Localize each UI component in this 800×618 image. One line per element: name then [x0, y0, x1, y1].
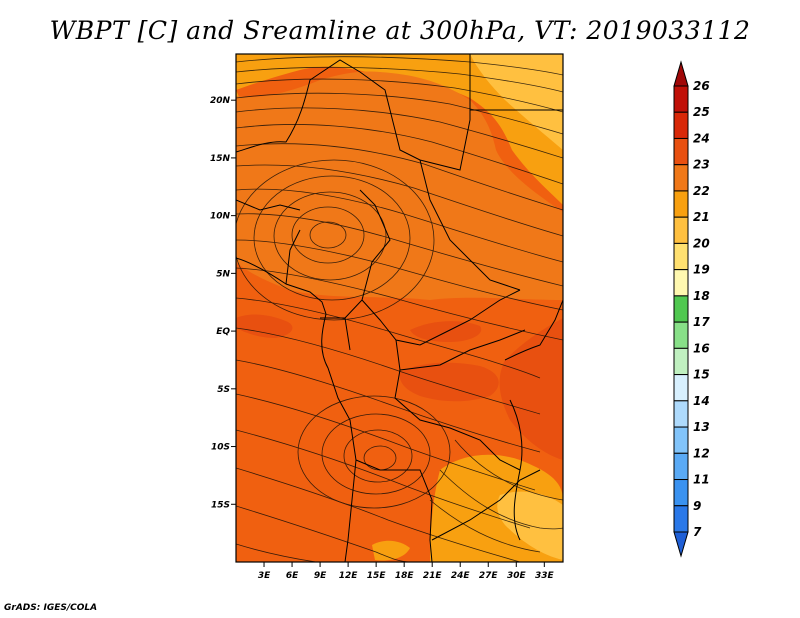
colorbar: 7 9 11 12 13 14 15 16 17 18 19 20 21 22 23 24 25 26 — [673, 60, 710, 558]
colorbar-level-label: 15 — [693, 368, 710, 382]
chart-title: WBPT [C] and Sreamline at 300hPa, VT: 20… — [49, 16, 751, 45]
colorbar-level-label: 19 — [693, 263, 710, 277]
colorbar-segment — [673, 426, 689, 454]
colorbar-level-label: 14 — [693, 394, 710, 408]
colorbar-level-label: 11 — [693, 473, 710, 487]
lat-tick-label: 15S — [211, 500, 230, 510]
colorbar-level-label: 20 — [693, 236, 710, 250]
colorbar-level-label: 21 — [693, 210, 710, 224]
lat-tick-label: 15N — [210, 154, 231, 164]
wbpt-contour-21-north — [236, 54, 563, 205]
lon-tick-label: 9E — [314, 571, 327, 581]
longitude-axis: 3E 6E 9E 12E 15E 18E 21E 24E 27E 30E 33E — [258, 562, 555, 581]
lon-tick-label: 27E — [479, 571, 499, 581]
lon-tick-label: 6E — [286, 571, 299, 581]
colorbar-segment — [673, 479, 689, 507]
colorbar-segment — [673, 242, 689, 271]
colorbar-level-label: 26 — [693, 79, 710, 93]
colorbar-segment — [673, 452, 689, 481]
colorbar-level-label: 9 — [693, 499, 701, 513]
wbpt-contour-24-central — [399, 362, 499, 402]
colorbar-level-label: 13 — [693, 420, 710, 434]
credit-text: GrADS: IGES/COLA — [4, 603, 98, 613]
lon-tick-label: 12E — [339, 571, 359, 581]
lat-tick-label: 5S — [217, 385, 230, 395]
lat-tick-label: 10S — [211, 443, 230, 453]
colorbar-upper-arrow — [673, 60, 689, 87]
colorbar-segment — [673, 347, 689, 376]
colorbar-lower-arrow — [673, 531, 689, 558]
colorbar-level-label: 25 — [693, 105, 710, 119]
colorbar-segment — [673, 269, 689, 297]
wbpt-contour-21-southwest — [372, 540, 410, 561]
lat-tick-label: 5N — [216, 269, 230, 279]
colorbar-segment — [673, 321, 689, 349]
colorbar-segment — [673, 190, 689, 218]
lon-tick-label: 33E — [535, 571, 555, 581]
colorbar-level-label: 22 — [693, 184, 710, 198]
lat-tick-label: EQ — [216, 327, 230, 337]
map-panel — [236, 54, 563, 562]
colorbar-level-label: 12 — [693, 446, 710, 460]
wbpt-contour-24-mid — [410, 321, 482, 342]
colorbar-segment — [673, 505, 689, 533]
colorbar-segment — [673, 111, 689, 139]
country-borders — [236, 54, 563, 562]
lon-tick-label: 21E — [423, 571, 443, 581]
colorbar-segment — [673, 295, 689, 323]
lat-tick-label: 20N — [210, 96, 231, 106]
colorbar-segment — [673, 374, 689, 402]
colorbar-segment — [673, 164, 689, 192]
wbpt-contour-24-west — [236, 314, 293, 338]
colorbar-level-label: 7 — [693, 525, 702, 539]
wbpt-contour-20-northeast — [470, 54, 563, 150]
colorbar-segment — [673, 137, 689, 166]
colorbar-level-label: 16 — [693, 341, 710, 355]
lon-tick-label: 24E — [451, 571, 471, 581]
colorbar-level-label: 23 — [693, 158, 710, 172]
colorbar-level-label: 24 — [693, 131, 710, 145]
colorbar-segment — [673, 216, 689, 244]
map-frame — [235, 53, 564, 563]
colorbar-segment — [673, 400, 689, 428]
lon-tick-label: 15E — [367, 571, 387, 581]
wbpt-contour-22-inner — [236, 71, 563, 301]
colorbar-level-label: 18 — [693, 289, 710, 303]
colorbar-segment — [673, 85, 689, 113]
latitude-axis: 20N 15N 10N 5N EQ 5S 10S 15S — [210, 96, 236, 510]
streamlines — [236, 56, 563, 562]
lon-tick-label: 3E — [258, 571, 271, 581]
wbpt-contour-24-east — [499, 318, 563, 460]
colorbar-level-label: 17 — [693, 315, 710, 329]
lon-tick-label: 30E — [507, 571, 527, 581]
lon-tick-label: 18E — [395, 571, 415, 581]
lat-tick-label: 10N — [210, 212, 231, 222]
